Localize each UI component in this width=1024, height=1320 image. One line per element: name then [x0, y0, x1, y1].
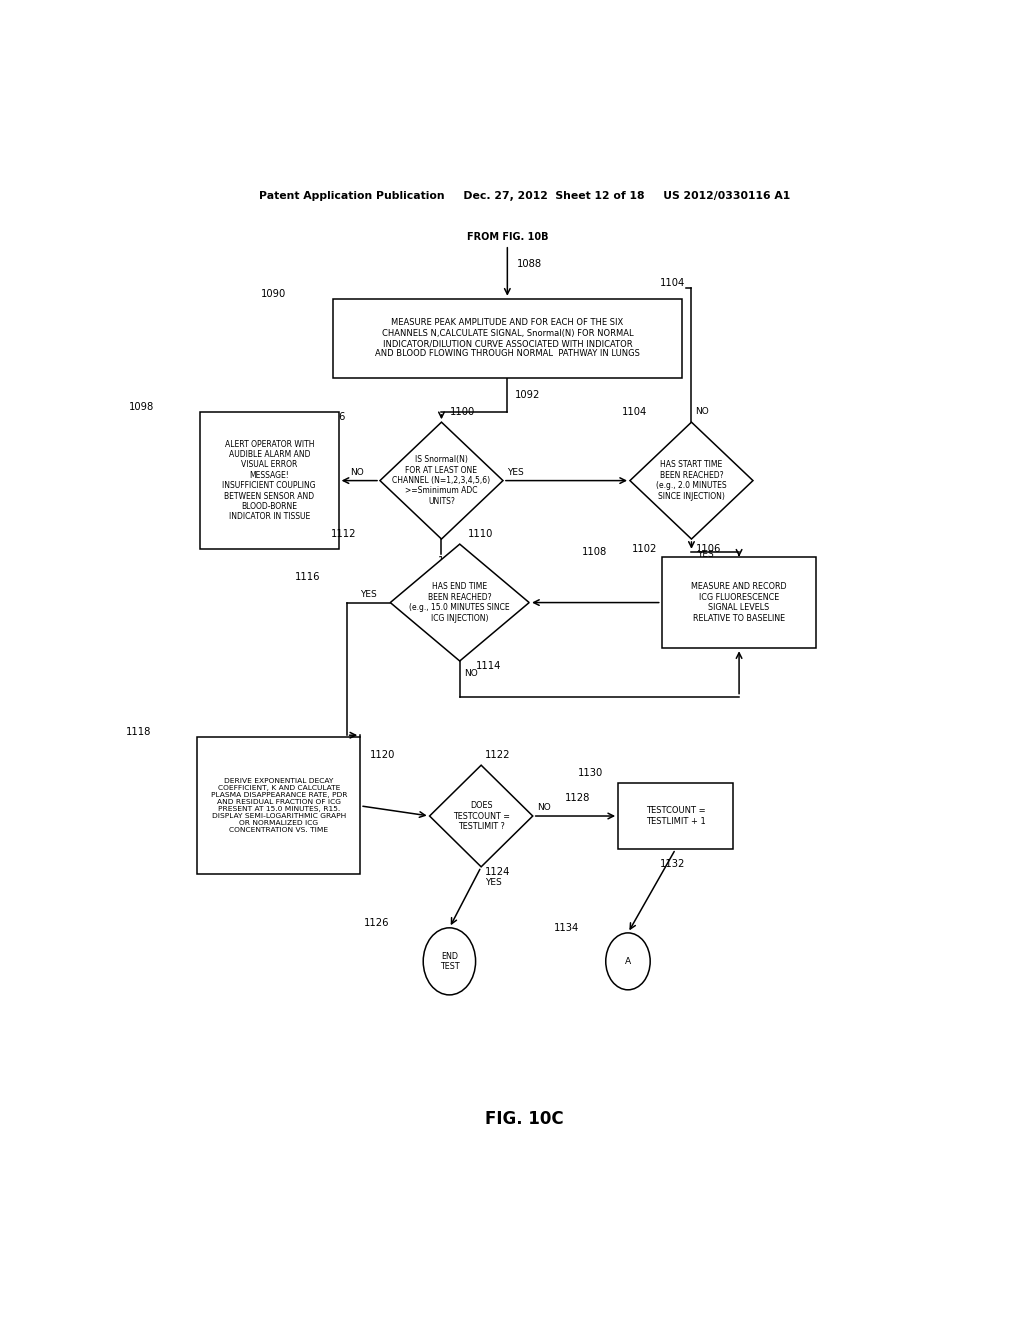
Text: 1116: 1116	[295, 572, 321, 582]
Text: 1130: 1130	[579, 768, 603, 777]
Text: FIG. 10C: FIG. 10C	[485, 1110, 564, 1127]
Text: MEASURE AND RECORD
ICG FLUORESCENCE
SIGNAL LEVELS
RELATIVE TO BASELINE: MEASURE AND RECORD ICG FLUORESCENCE SIGN…	[691, 582, 786, 623]
FancyBboxPatch shape	[662, 557, 816, 648]
Text: MEASURE PEAK AMPLITUDE AND FOR EACH OF THE SIX
CHANNELS N,CALCULATE SIGNAL, Snor: MEASURE PEAK AMPLITUDE AND FOR EACH OF T…	[375, 318, 640, 359]
Text: YES: YES	[697, 550, 714, 558]
Text: 1104: 1104	[622, 407, 647, 417]
Text: HAS START TIME
BEEN REACHED?
(e.g., 2.0 MINUTES
SINCE INJECTION): HAS START TIME BEEN REACHED? (e.g., 2.0 …	[656, 461, 727, 500]
Text: NO: NO	[464, 669, 477, 677]
Text: 1126: 1126	[364, 917, 389, 928]
Text: 1106: 1106	[695, 544, 721, 554]
FancyBboxPatch shape	[198, 738, 360, 874]
Text: 1110: 1110	[468, 529, 493, 539]
Text: DERIVE EXPONENTIAL DECAY
COEFFICIENT, K AND CALCULATE
PLASMA DISAPPEARANCE RATE,: DERIVE EXPONENTIAL DECAY COEFFICIENT, K …	[211, 779, 347, 833]
Text: YES: YES	[360, 590, 377, 599]
Text: 1098: 1098	[128, 401, 154, 412]
Text: FROM FIG. 10B: FROM FIG. 10B	[467, 232, 548, 242]
Text: NO: NO	[537, 804, 551, 812]
Text: HAS END TIME
BEEN REACHED?
(e.g., 15.0 MINUTES SINCE
ICG INJECTION): HAS END TIME BEEN REACHED? (e.g., 15.0 M…	[410, 582, 510, 623]
Text: NO: NO	[695, 408, 710, 417]
Text: 1128: 1128	[564, 793, 590, 803]
Circle shape	[606, 933, 650, 990]
Text: 1120: 1120	[370, 750, 395, 760]
Text: 1132: 1132	[659, 859, 685, 870]
Text: TESTCOUNT =
TESTLIMIT + 1: TESTCOUNT = TESTLIMIT + 1	[646, 807, 706, 826]
FancyBboxPatch shape	[200, 412, 339, 549]
Text: 1124: 1124	[485, 867, 511, 876]
FancyBboxPatch shape	[333, 298, 682, 378]
Text: 1102: 1102	[632, 544, 657, 554]
Text: 1118: 1118	[126, 727, 152, 737]
FancyBboxPatch shape	[618, 783, 733, 849]
Circle shape	[423, 928, 475, 995]
Text: 1122: 1122	[485, 750, 511, 760]
Text: 1134: 1134	[554, 923, 580, 933]
Text: 1094: 1094	[437, 557, 463, 566]
Text: 1104: 1104	[659, 279, 685, 288]
Polygon shape	[380, 422, 503, 539]
Text: 1096: 1096	[321, 412, 346, 422]
Text: 1100: 1100	[450, 407, 475, 417]
Text: 1090: 1090	[261, 289, 287, 298]
Text: 1114: 1114	[475, 661, 501, 671]
Text: 1112: 1112	[331, 529, 356, 539]
Polygon shape	[630, 422, 753, 539]
Text: A: A	[625, 957, 631, 966]
Text: YES: YES	[507, 469, 523, 477]
Text: 1092: 1092	[515, 389, 541, 400]
Text: 1088: 1088	[517, 259, 542, 269]
Text: YES: YES	[485, 878, 502, 887]
Text: NO: NO	[350, 469, 365, 477]
Text: DOES
TESTCOUNT =
TESTLIMIT ?: DOES TESTCOUNT = TESTLIMIT ?	[453, 801, 510, 830]
Polygon shape	[390, 544, 529, 661]
Text: IS Snormal(N)
FOR AT LEAST ONE
CHANNEL (N=1,2,3,4,5,6)
>=Sminimum ADC
UNITS?: IS Snormal(N) FOR AT LEAST ONE CHANNEL (…	[392, 455, 490, 506]
Polygon shape	[430, 766, 532, 867]
Text: ALERT OPERATOR WITH
AUDIBLE ALARM AND
VISUAL ERROR
MESSAGE!
INSUFFICIENT COUPLIN: ALERT OPERATOR WITH AUDIBLE ALARM AND VI…	[222, 440, 316, 521]
Text: 1108: 1108	[583, 546, 607, 557]
Text: Patent Application Publication     Dec. 27, 2012  Sheet 12 of 18     US 2012/033: Patent Application Publication Dec. 27, …	[259, 191, 791, 201]
Text: END
TEST: END TEST	[439, 952, 459, 972]
